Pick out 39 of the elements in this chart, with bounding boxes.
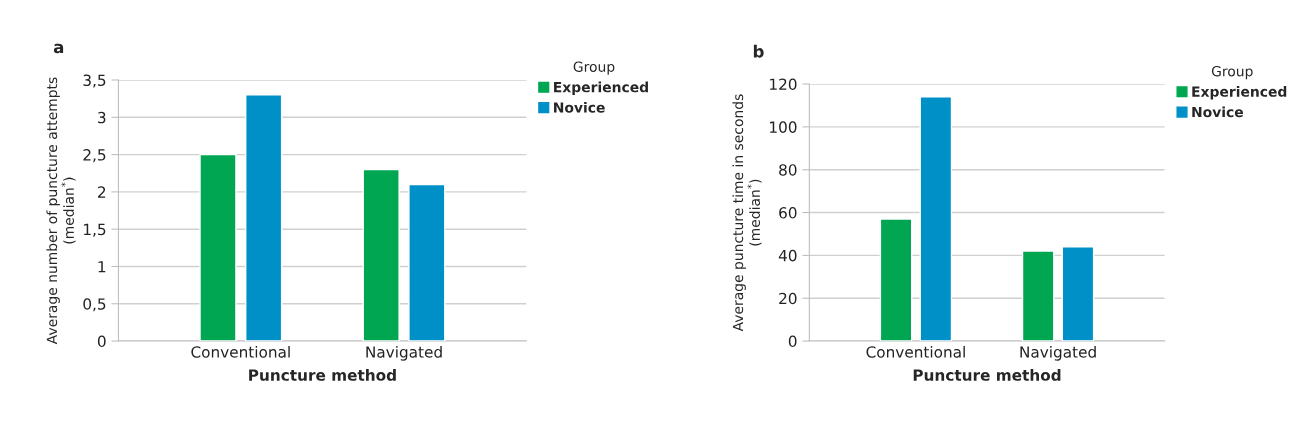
- legend-title: Group: [573, 61, 615, 75]
- y-tick-label: 40: [778, 249, 797, 262]
- legend-title: Group: [1211, 65, 1253, 80]
- legend-label: Novice: [1192, 106, 1244, 118]
- chart-title: b: [753, 44, 764, 58]
- y-tick-label: 2,5: [83, 149, 106, 163]
- bar: [245, 94, 283, 342]
- chart-title: a: [53, 43, 64, 54]
- y-tick-label: 2: [98, 186, 106, 198]
- bar: [408, 183, 446, 342]
- bar: [919, 96, 953, 342]
- y-tick-label: 1: [98, 261, 106, 273]
- x-tick-label: Navigated: [366, 345, 442, 361]
- x-tick-label: Navigated: [1020, 345, 1096, 361]
- y-tick-label: 3: [98, 111, 106, 124]
- bar: [1021, 250, 1055, 342]
- x-axis-title: Puncture method: [249, 369, 396, 381]
- bar: [199, 153, 237, 342]
- bar: [362, 168, 400, 342]
- y-tick-label: 100: [770, 121, 797, 133]
- bar: [879, 218, 913, 342]
- y-tick-label: 80: [779, 164, 797, 176]
- y-tick-label: 0: [788, 335, 797, 348]
- legend-label: Novice: [554, 101, 605, 113]
- legend-label: Experienced: [554, 81, 648, 96]
- y-tick-label: 120: [770, 78, 797, 91]
- bar: [1061, 246, 1095, 342]
- x-axis-title: Puncture method: [913, 369, 1061, 381]
- legend-label: Experienced: [1192, 86, 1287, 100]
- y-tick-label: 20: [779, 292, 797, 305]
- y-tick-label: 1,5: [84, 223, 106, 237]
- y-axis-title: Average number of puncture attempts (median$^{*}$): [46, 77, 76, 345]
- y-tick-label: 0,5: [83, 298, 106, 312]
- y-tick-label: 60: [779, 207, 797, 219]
- y-axis-title: Average puncture time in seconds (median$^{*}$): [732, 94, 762, 332]
- x-tick-label: Conventional: [866, 345, 965, 358]
- y-tick-label: 3,5: [83, 74, 106, 88]
- y-tick-label: 0: [97, 335, 106, 348]
- x-tick-label: Conventional: [191, 345, 290, 358]
